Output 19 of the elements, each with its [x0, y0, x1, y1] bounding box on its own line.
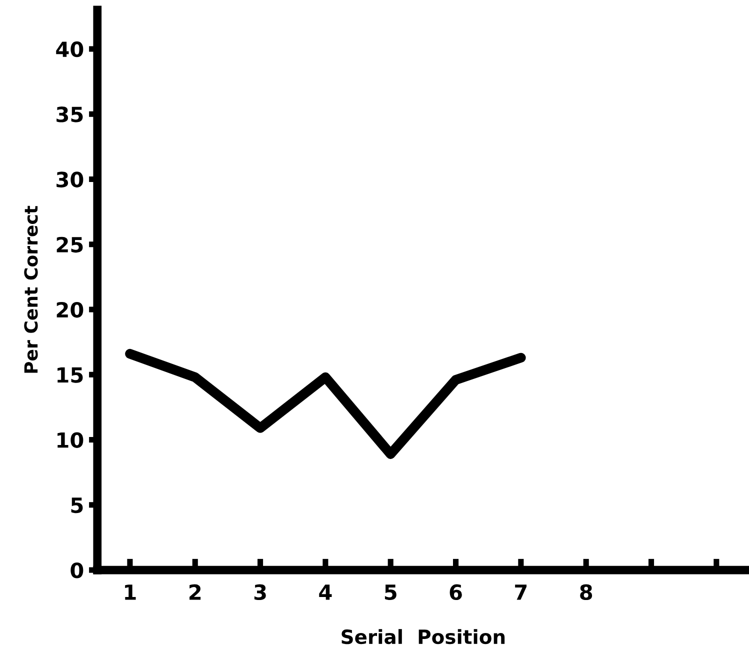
x-tick-label: 6 [450, 584, 462, 600]
x-axis-title: Serial Position [342, 629, 505, 644]
y-tick-label: 15 [58, 367, 83, 383]
y-tick-label: 25 [56, 236, 83, 253]
y-axis-title: Per Cent Correct [24, 206, 38, 373]
y-tick-label: 30 [56, 172, 84, 188]
x-tick-label: 3 [254, 584, 266, 600]
y-tick-label: 40 [56, 41, 84, 58]
x-tick-label: 4 [319, 584, 332, 600]
x-tick-label: 8 [580, 584, 592, 600]
x-tick-label: 5 [384, 584, 396, 600]
y-tick-label: 35 [56, 106, 83, 122]
y-tick-label: 20 [56, 302, 84, 318]
y-tick-label: 0 [70, 562, 84, 578]
x-tick-label: 1 [125, 584, 136, 600]
x-tick-label: 7 [515, 584, 527, 600]
y-tick-label: 5 [71, 498, 83, 514]
x-tick-label: 2 [190, 584, 201, 600]
y-tick-label: 10 [58, 432, 84, 448]
